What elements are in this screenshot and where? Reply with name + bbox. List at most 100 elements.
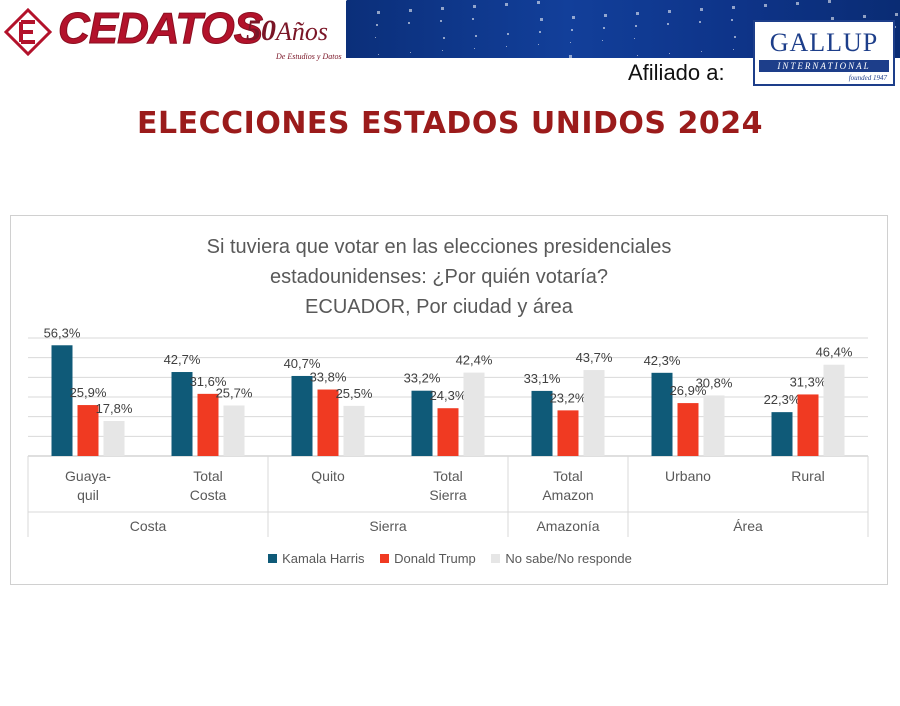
anniversary-mark: 50Años — [246, 14, 328, 48]
banner-dot — [408, 22, 410, 24]
banner-dot — [669, 53, 670, 54]
gallup-name: GALLUP — [769, 28, 879, 57]
banner-dot — [700, 8, 703, 11]
legend-item-harris: Kamala Harris — [268, 551, 364, 566]
banner-dot — [537, 1, 540, 4]
gallup-international: INTERNATIONAL — [759, 60, 889, 72]
banner-dot — [894, 26, 896, 28]
anniversary-subtitle: De Estudios y Datos — [276, 52, 342, 61]
bar — [651, 372, 673, 456]
data-label: 22,3% — [764, 392, 801, 407]
bar — [291, 375, 313, 456]
data-label: 33,8% — [310, 370, 347, 385]
banner-dot — [475, 35, 477, 37]
banner-dot — [636, 12, 639, 15]
anniversary-word: Años — [276, 17, 328, 46]
banner-dot — [474, 48, 475, 49]
banner-dot — [796, 2, 799, 5]
legend-item-unsure: No sabe/No responde — [491, 551, 632, 566]
category-label: Amazon — [542, 487, 593, 503]
legend-swatch-unsure — [491, 554, 501, 563]
gallup-logo: GALLUP INTERNATIONAL founded 1947 — [753, 20, 895, 86]
data-label: 40,7% — [284, 356, 321, 371]
banner-dot — [701, 51, 702, 52]
group-label: Sierra — [369, 518, 407, 534]
banner-dot — [604, 14, 607, 17]
banner-dot — [378, 54, 379, 55]
data-label: 24,3% — [430, 388, 467, 403]
chart-title-line-3: ECUADOR, Por ciudad y área — [305, 296, 573, 318]
data-label: 33,1% — [524, 371, 561, 386]
header: CEDATOS 50Años De Estudios y Datos Afili… — [0, 0, 900, 92]
data-label: 26,9% — [670, 383, 707, 398]
data-label: 25,5% — [336, 386, 373, 401]
affiliate-label: Afiliado a: — [628, 60, 725, 85]
banner-dot — [505, 3, 508, 6]
banner-dot — [634, 38, 635, 39]
legend-swatch-harris — [268, 554, 278, 563]
data-label: 46,4% — [816, 345, 853, 360]
banner-dot — [602, 40, 603, 41]
banner-dot — [699, 21, 701, 23]
banner-dot — [409, 9, 412, 12]
bar — [77, 405, 99, 456]
anniversary-number: 50 — [246, 14, 276, 47]
banner-dot — [441, 7, 444, 10]
category-label: Rural — [791, 468, 824, 484]
banner-dot — [668, 10, 671, 13]
data-label: 30,8% — [696, 375, 733, 390]
banner-dot — [443, 37, 445, 39]
banner-dot — [828, 0, 831, 3]
group-label: Costa — [130, 518, 167, 534]
banner-dot — [442, 50, 443, 51]
data-label: 17,8% — [96, 401, 133, 416]
category-label: quil — [77, 487, 99, 503]
bar — [343, 405, 365, 456]
data-label: 42,4% — [456, 353, 493, 368]
legend-swatch-trump — [380, 554, 390, 563]
bar — [171, 372, 193, 456]
banner-dot — [538, 44, 539, 45]
legend-item-trump: Donald Trump — [380, 551, 476, 566]
bar — [583, 370, 605, 456]
bar — [677, 403, 699, 456]
category-label: Quito — [311, 468, 345, 484]
bar — [531, 390, 553, 456]
bar — [223, 405, 245, 456]
banner-dot — [569, 55, 572, 58]
data-label: 43,7% — [576, 350, 613, 365]
chart-title: Si tuviera que votar en las elecciones p… — [0, 232, 878, 322]
data-label: 56,3% — [44, 325, 81, 340]
banner-dot — [472, 18, 474, 20]
category-label: Urbano — [665, 468, 711, 484]
bar — [197, 393, 219, 456]
bar — [823, 364, 845, 456]
bar — [463, 372, 485, 456]
banner-dot — [540, 18, 543, 21]
data-label: 25,9% — [70, 385, 107, 400]
bar — [771, 412, 793, 456]
legend: Kamala Harris Donald Trump No sabe/No re… — [0, 551, 900, 566]
banner-dot — [507, 33, 509, 35]
banner-dot — [732, 6, 735, 9]
banner-dot — [376, 24, 378, 26]
category-label: Costa — [190, 487, 227, 503]
banner-dot — [895, 13, 898, 16]
banner-dot — [572, 16, 575, 19]
banner-dot — [734, 36, 736, 38]
category-label: Total — [433, 468, 463, 484]
data-label: 42,7% — [164, 352, 201, 367]
category-label: Total — [553, 468, 583, 484]
legend-label-harris: Kamala Harris — [282, 551, 365, 566]
legend-label-trump: Donald Trump — [394, 551, 476, 566]
data-label: 33,2% — [404, 371, 441, 386]
banner-dot — [764, 4, 767, 7]
banner-dot — [375, 37, 376, 38]
data-label: 31,6% — [190, 374, 227, 389]
bar — [317, 389, 339, 456]
banner-dot — [831, 17, 834, 20]
category-label: Guaya- — [65, 468, 111, 484]
chart-title-line-2: estadounidenses: ¿Por quién votaría? — [270, 266, 608, 288]
data-label: 31,3% — [790, 374, 827, 389]
